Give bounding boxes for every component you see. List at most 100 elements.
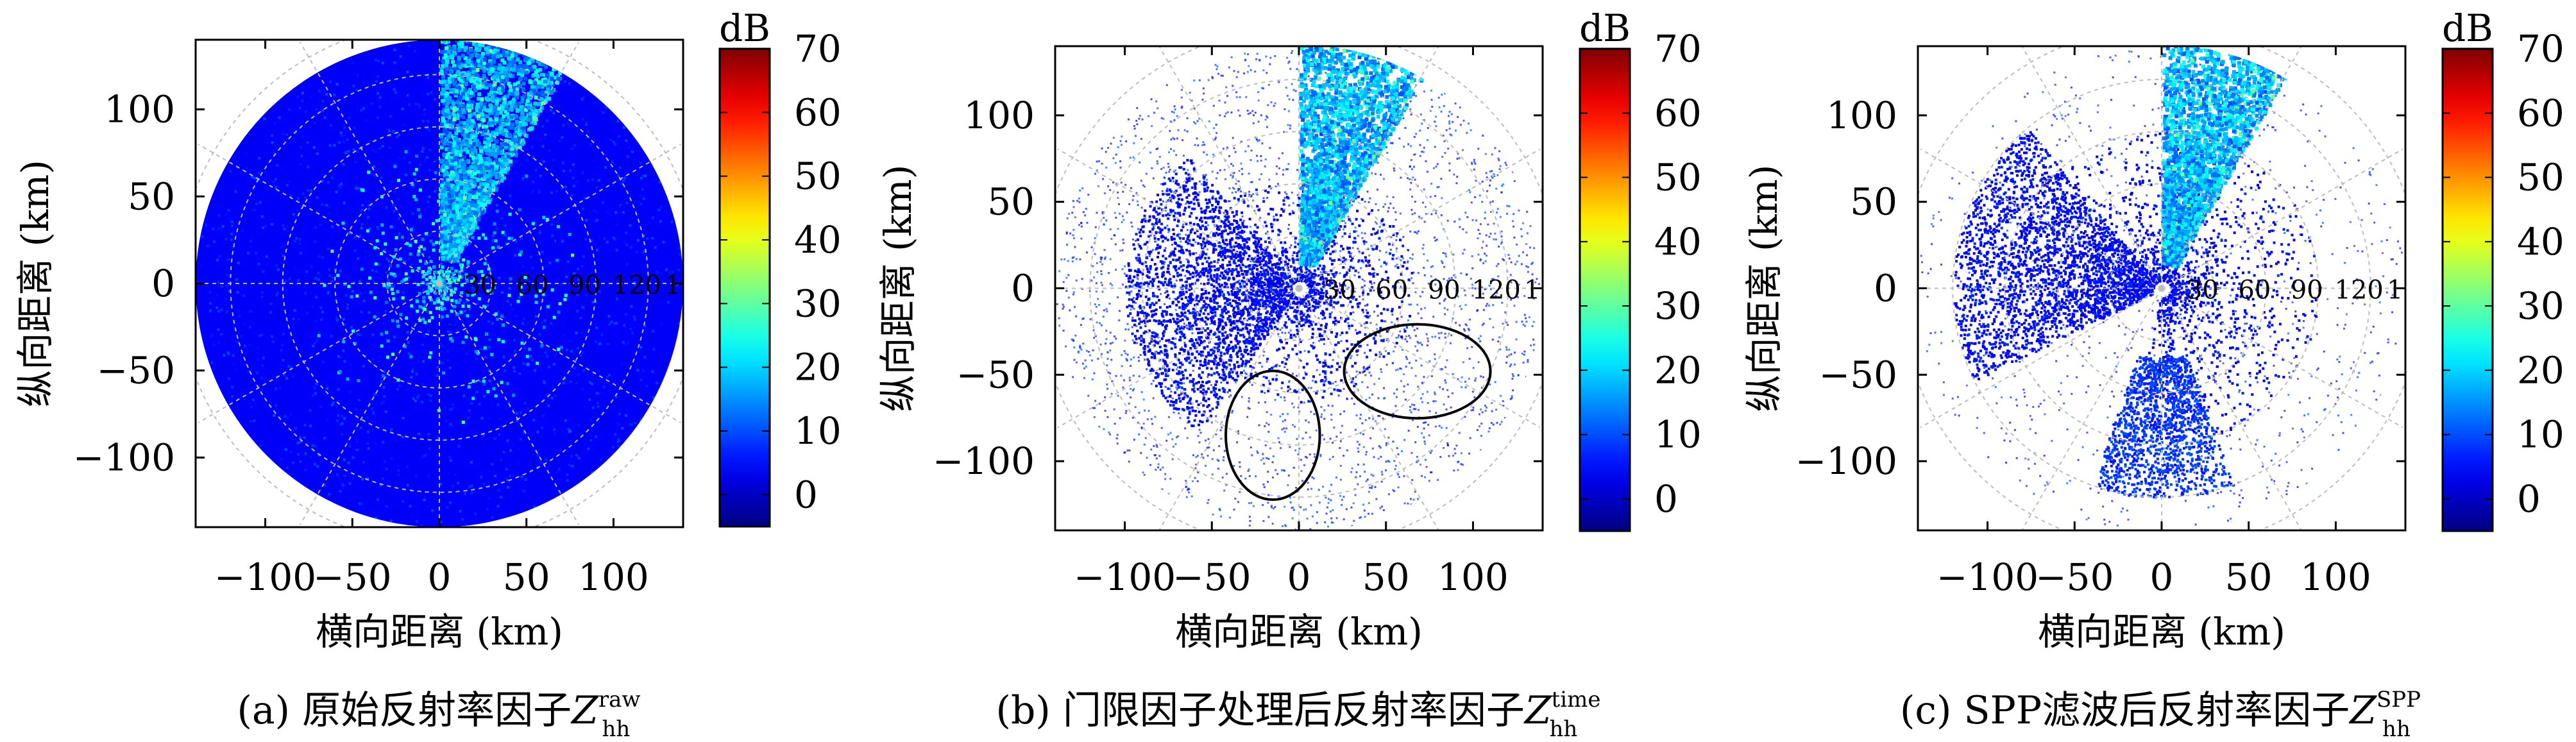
x-tick-label: −100 [214, 555, 316, 599]
caption-variable: Z [570, 688, 599, 733]
radial-spoke [2161, 287, 2403, 428]
caption-prefix: (a) 原始反射率因子 [237, 688, 572, 733]
colorbar-tick-label: 40 [2517, 220, 2564, 264]
ring-label: 150 [2387, 276, 2436, 305]
radial-spoke [1298, 287, 1541, 428]
ring-label: 90 [2291, 276, 2323, 305]
colorbar-tick-label: 20 [2517, 348, 2564, 392]
range-ring [2056, 183, 2267, 394]
radial-spoke [2021, 46, 2162, 289]
reflectivity-field [1056, 46, 1543, 530]
colorbar-unit: dB [1579, 6, 1631, 50]
radial-spoke [2021, 288, 2162, 530]
y-tick-label: 100 [1826, 94, 1897, 137]
ring-label: 60 [2238, 276, 2271, 305]
panel-caption: (b) 门限因子处理后反射率因子Ztime hh [996, 687, 1601, 742]
ring-label: 90 [1428, 276, 1461, 305]
x-tick-label: −50 [1173, 555, 1251, 599]
y-tick-label: −50 [956, 353, 1035, 396]
colorbar-tick-label: 10 [2517, 413, 2564, 457]
range-ring [334, 178, 545, 389]
y-tick-label: 100 [963, 94, 1035, 137]
polar-grid [1918, 46, 2405, 530]
colorbar-tick-label: 0 [2517, 477, 2541, 521]
caption-subscript: hh [602, 716, 631, 742]
x-tick-label: 0 [2150, 555, 2174, 599]
y-tick-label: 50 [987, 180, 1035, 224]
polar-grid [1055, 46, 1543, 530]
colorbar-tick-label: 50 [2517, 156, 2564, 199]
colorbar-tick-label: 20 [794, 346, 842, 389]
y-tick-label: 0 [1874, 267, 1897, 310]
radial-spoke [299, 283, 440, 525]
colorbar-tick-label: 30 [2517, 284, 2564, 328]
radial-spoke [1298, 46, 1439, 289]
colorbar-tick-label: 60 [794, 90, 842, 134]
caption-variable: Z [1523, 688, 1552, 733]
annotation-ellipse [1224, 369, 1321, 502]
y-axis-title: 纵向距离 (km) [13, 160, 57, 407]
y-axis-title: 纵向距离 (km) [1742, 165, 1786, 412]
radial-spoke [439, 283, 580, 525]
range-ring [1194, 183, 1404, 394]
ring-label: 120 [613, 271, 661, 300]
radial-spoke [439, 283, 681, 424]
radial-spoke [2161, 288, 2302, 530]
x-tick-label: −50 [313, 555, 391, 599]
panel-caption: (a) 原始反射率因子Zraw hh [237, 687, 640, 742]
panel-a: 30 60 90 120 150−100−50 0 50 100100500−50−100横向… [13, 6, 842, 742]
colorbar-tick-label: 40 [794, 218, 842, 262]
ring-label: 90 [568, 271, 601, 300]
radial-spoke [1920, 148, 2162, 289]
plot-area: 30 60 90 120 150 [196, 40, 683, 527]
caption-subscript: hh [1549, 716, 1577, 742]
caption-variable: Z [2348, 688, 2377, 733]
radial-spoke [439, 42, 580, 284]
ring-label: 150 [1524, 276, 1573, 305]
radial-spoke [1298, 288, 1439, 530]
reflectivity-field [196, 40, 683, 527]
colorbar-tick-label: 70 [2517, 27, 2564, 71]
colorbar-tick-label: 20 [1654, 348, 1702, 392]
x-tick-label: 0 [428, 555, 452, 599]
radial-spoke [2161, 148, 2403, 289]
y-tick-label: 50 [1850, 180, 1897, 224]
y-tick-label: 50 [128, 174, 175, 218]
colorbar-tick-label: 10 [1654, 413, 1702, 457]
range-ring [1246, 235, 1352, 341]
y-tick-label: −50 [97, 349, 175, 392]
colorbar [2441, 47, 2494, 532]
x-axis-title: 横向距离 (km) [2038, 610, 2285, 653]
x-tick-label: 100 [2300, 555, 2371, 599]
colorbar-unit: dB [719, 6, 770, 50]
radial-spoke [2161, 46, 2302, 289]
y-tick-label: 100 [104, 88, 175, 131]
radial-spoke [439, 143, 681, 284]
y-tick-label: −100 [73, 435, 175, 479]
panel-b: 30 60 90 120 150−100−50 0 50 100100500−50−100横向… [876, 6, 1702, 742]
colorbar-tick-label: 60 [2517, 91, 2564, 135]
colorbar-unit: dB [2442, 6, 2493, 50]
plot-area: 30 60 90 120 150 [1055, 46, 1573, 530]
colorbar-tick-label: 50 [1654, 156, 1702, 199]
caption-superscript: time [1552, 687, 1601, 712]
ring-label: 60 [516, 271, 548, 300]
colorbar-tick-label: 70 [1654, 27, 1702, 71]
radial-spoke [299, 42, 440, 284]
plot-area: 30 60 90 120 150 [1918, 46, 2436, 530]
radial-spoke [1057, 148, 1300, 289]
x-tick-label: 50 [2225, 555, 2273, 599]
caption-subscript: hh [2382, 716, 2411, 742]
range-ring [386, 230, 493, 337]
x-tick-label: 50 [503, 555, 550, 599]
colorbar-tick-label: 60 [1654, 91, 1702, 135]
y-tick-label: 0 [1011, 267, 1035, 310]
y-tick-label: −100 [933, 439, 1035, 483]
panel-c: 30 60 90 120 150−100−50 0 50 100100500−50−100横向… [1742, 6, 2564, 742]
ring-label: 60 [1375, 276, 1408, 305]
colorbar-tick-label: 50 [794, 155, 842, 198]
caption-superscript: SPP [2377, 687, 2421, 712]
x-tick-label: −50 [2035, 555, 2114, 599]
